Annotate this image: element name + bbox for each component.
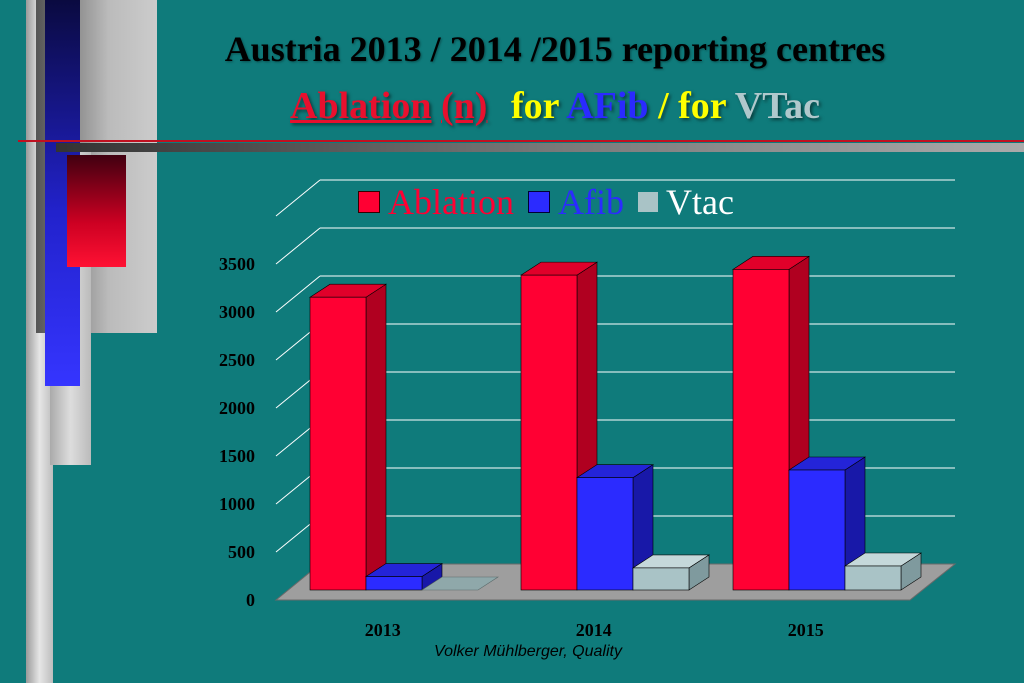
gridline-side [275,275,321,313]
bar-afib-2015 [788,469,846,591]
y-tick-label: 1000 [219,494,255,514]
bar-ablation-2013 [309,296,367,591]
y-tick-label: 500 [228,542,255,562]
title-for: for [510,85,559,127]
title-afib: AFib [566,85,649,127]
bar-ablation-2013-side [365,283,387,591]
bar-ablation-2014 [520,274,578,591]
legend-item-vtac: Vtac [637,181,734,223]
bar-vtac-2013 [420,576,500,591]
bar-ablation-2015 [732,269,790,591]
y-tick-label: 1500 [219,446,255,466]
title-ablation: Ablation [290,85,432,127]
x-tick-label: 2013 [365,620,401,640]
gridline-side [275,227,321,265]
bar-afib-2014 [576,477,634,591]
footer-credit: Volker Mühlberger, Quality [434,643,622,660]
title-n: (n) [441,85,488,127]
legend-item-ablation: Ablation [358,181,514,223]
title-slash-for: / for [658,85,726,127]
legend-label-ablation: Ablation [388,182,514,222]
bar-vtac-2015 [844,565,902,591]
legend-label-afib: Afib [557,182,624,222]
legend-item-afib: Afib [527,181,624,223]
x-tick-label: 2015 [788,620,824,640]
title-line-2: Ablation (n) for AFib / for VTac [0,84,1024,128]
legend-swatch-ablation [358,191,380,213]
x-tick-label: 2014 [576,620,612,640]
y-tick-label: 2000 [219,398,255,418]
y-tick-label: 0 [246,590,255,610]
title-underline [18,140,1024,142]
legend-label-vtac: Vtac [665,182,734,222]
gridline-side [275,179,321,217]
y-tick-label: 2500 [219,350,255,370]
y-tick-label: 3500 [219,254,255,274]
bar-afib-2013 [365,576,423,591]
chart-legend: Ablation Afib Vtac [358,180,734,224]
decor-red-bar [67,155,126,267]
title-underline-shadow [56,143,1024,152]
title-line-1: Austria 2013 / 2014 /2015 reporting cent… [224,29,886,69]
legend-swatch-vtac [637,192,658,212]
bar-vtac-2014 [632,567,690,591]
title-vtac: VTac [734,85,820,127]
legend-swatch-afib [527,191,550,213]
y-tick-label: 3000 [219,302,255,322]
